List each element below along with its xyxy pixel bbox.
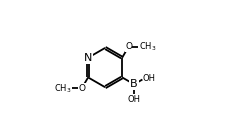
Text: O: O (125, 42, 131, 51)
Text: N: N (84, 53, 92, 63)
Text: OH: OH (127, 95, 140, 104)
Text: B: B (130, 79, 137, 89)
Text: OH: OH (142, 75, 155, 83)
Text: CH$_3$: CH$_3$ (54, 82, 71, 95)
Text: O: O (78, 84, 85, 93)
Text: CH$_3$: CH$_3$ (138, 40, 155, 53)
